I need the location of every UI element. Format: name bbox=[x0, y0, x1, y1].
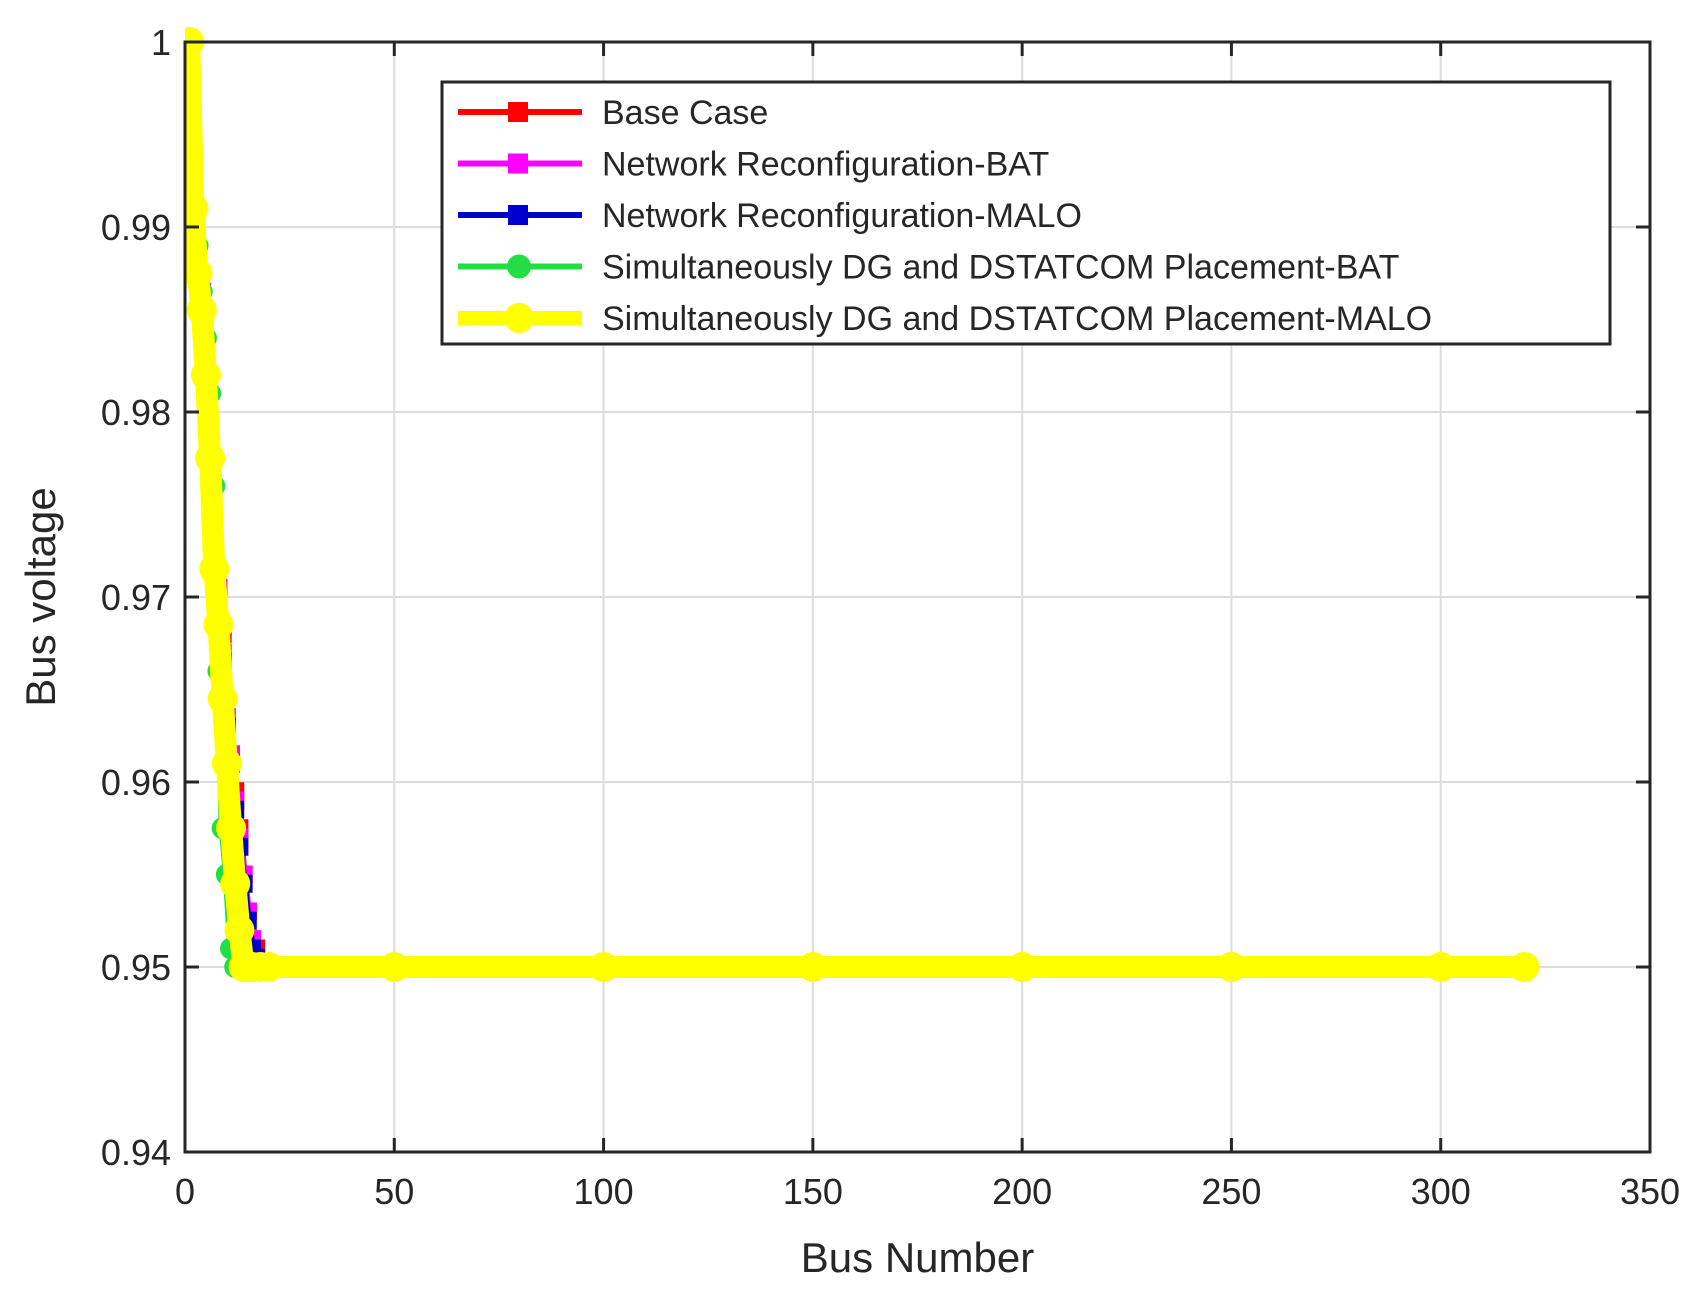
legend-item[interactable]: Base Case bbox=[458, 94, 768, 132]
legend-item[interactable]: Simultaneously DG and DSTATCOM Placement… bbox=[458, 300, 1432, 338]
legend-label: Simultaneously DG and DSTATCOM Placement… bbox=[602, 300, 1432, 338]
y-tick-label: 0.94 bbox=[101, 1132, 171, 1173]
data-point bbox=[186, 295, 217, 326]
data-point bbox=[1216, 952, 1247, 982]
y-tick-label: 0.95 bbox=[101, 947, 171, 988]
x-tick-label: 200 bbox=[992, 1171, 1052, 1212]
data-point bbox=[220, 868, 251, 899]
legend-swatch-marker bbox=[507, 254, 531, 279]
series-layer bbox=[185, 27, 1540, 982]
legend-swatch-marker bbox=[504, 303, 534, 333]
y-tick-label: 1 bbox=[151, 22, 171, 63]
x-tick-label: 350 bbox=[1620, 1171, 1680, 1212]
legend-label: Network Reconfiguration-MALO bbox=[602, 197, 1082, 235]
data-point bbox=[1425, 952, 1456, 982]
data-point bbox=[216, 813, 247, 844]
y-tick-label: 0.97 bbox=[101, 577, 171, 618]
data-point bbox=[199, 554, 230, 585]
data-point bbox=[1509, 952, 1540, 982]
y-axis-title: Bus voltage bbox=[17, 487, 64, 706]
data-point bbox=[253, 952, 284, 982]
legend-label: Simultaneously DG and DSTATCOM Placement… bbox=[602, 249, 1399, 287]
x-tick-label: 100 bbox=[574, 1171, 634, 1212]
legend-swatch-marker bbox=[508, 205, 528, 225]
legend-label: Base Case bbox=[602, 94, 768, 132]
legend-box bbox=[440, 80, 1612, 346]
x-tick-label: 50 bbox=[374, 1171, 414, 1212]
legend-label: Network Reconfiguration-BAT bbox=[602, 146, 1049, 184]
legend-swatch-marker bbox=[508, 153, 528, 174]
data-point bbox=[203, 609, 234, 640]
y-tick-label: 0.96 bbox=[101, 762, 171, 803]
legend-item[interactable]: Simultaneously DG and DSTATCOM Placement… bbox=[458, 249, 1399, 287]
data-point bbox=[797, 952, 828, 982]
data-point bbox=[224, 915, 255, 945]
data-point bbox=[195, 443, 226, 474]
y-tick-label: 0.98 bbox=[101, 392, 171, 433]
x-axis-title: Bus Number bbox=[801, 1234, 1034, 1281]
y-tick-label: 0.99 bbox=[101, 207, 171, 248]
tick-layer: 0 50 100 150 200 250 300 350 0.94 0.95 0.96 0.97 0.9… bbox=[101, 22, 1680, 1212]
legend-item[interactable]: Network Reconfiguration-MALO bbox=[458, 197, 1082, 235]
legend[interactable]: Base Case Network Reconfiguration-BAT Netw… bbox=[440, 80, 1612, 346]
series-4 bbox=[185, 27, 1540, 982]
data-point bbox=[211, 748, 242, 779]
data-point bbox=[207, 683, 238, 714]
legend-swatch-marker bbox=[508, 102, 528, 122]
data-point bbox=[1007, 952, 1038, 982]
x-tick-label: 250 bbox=[1201, 1171, 1261, 1212]
data-point bbox=[185, 193, 209, 224]
data-point bbox=[588, 952, 619, 982]
x-tick-label: 150 bbox=[783, 1171, 843, 1212]
data-point bbox=[190, 360, 221, 390]
x-tick-label: 300 bbox=[1411, 1171, 1471, 1212]
data-point bbox=[379, 952, 410, 982]
x-tick-label: 0 bbox=[175, 1171, 195, 1212]
data-point bbox=[185, 258, 213, 289]
legend-item[interactable]: Network Reconfiguration-BAT bbox=[458, 146, 1049, 184]
